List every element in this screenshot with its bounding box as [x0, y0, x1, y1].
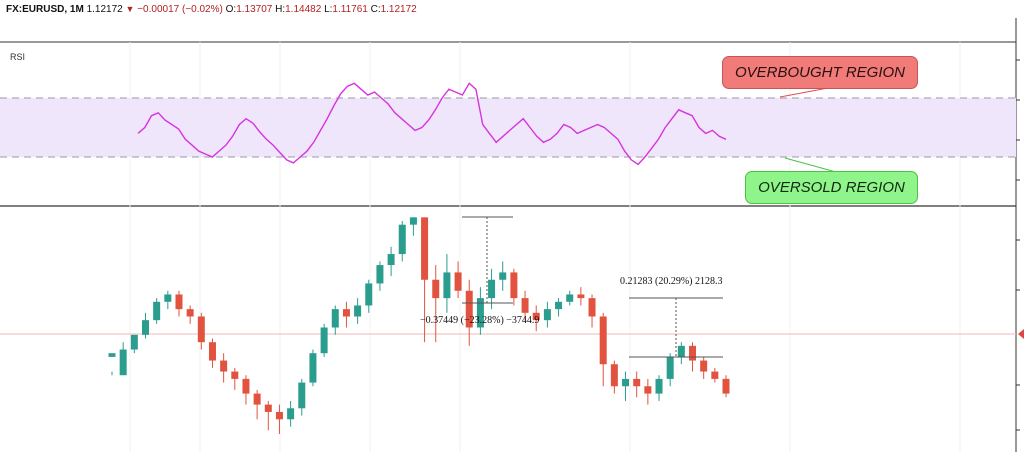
candle-body — [454, 272, 462, 291]
measure-down-label: −0.37449 (−23.28%) −3744.9 — [420, 315, 540, 326]
candle-body — [666, 356, 674, 379]
candle-body — [320, 327, 328, 354]
candle-body — [354, 305, 362, 317]
high-value: 1.14482 — [285, 4, 322, 15]
low-label: L: — [324, 4, 333, 15]
candle-body — [610, 364, 618, 387]
candle-body — [298, 382, 306, 409]
right-axis-ticks — [1016, 59, 1020, 431]
candle-body — [644, 386, 652, 394]
candle-body — [376, 265, 384, 284]
candle-body — [543, 309, 551, 321]
candle-body — [398, 224, 406, 255]
rsi-band — [0, 98, 1016, 157]
oversold-callout: OVERSOLD REGION — [745, 171, 918, 204]
candle-body — [577, 294, 585, 299]
candle-body — [722, 378, 730, 394]
candle-body — [532, 312, 540, 321]
rsi-line — [137, 82, 727, 166]
candle-body — [588, 298, 596, 317]
high-label: H: — [275, 4, 286, 15]
measure-down-tool — [462, 216, 513, 304]
candle-body — [555, 301, 563, 310]
candle-body — [510, 272, 518, 299]
candle-body — [164, 294, 172, 302]
candle-body — [208, 342, 216, 361]
candle-body — [677, 345, 685, 357]
candle-body — [275, 411, 283, 420]
oversold-pointer — [784, 157, 837, 173]
price-scale-marker — [1018, 329, 1024, 339]
candlestick-series — [108, 217, 730, 434]
candle-body — [331, 309, 339, 328]
candle-body — [476, 298, 484, 328]
candle-body — [287, 408, 295, 420]
close-label: C: — [370, 4, 381, 15]
last-price: 1.12172 — [86, 4, 123, 15]
candle-body — [521, 298, 529, 313]
low-value: 1.11761 — [332, 4, 368, 15]
candle-body — [700, 360, 708, 372]
candle-body — [499, 272, 507, 280]
overbought-pointer — [779, 87, 829, 98]
candle-body — [153, 301, 161, 321]
close-value: 1.12172 — [380, 4, 417, 15]
candle-body — [108, 353, 116, 357]
candle-body — [633, 378, 641, 387]
candle-body — [231, 371, 239, 379]
candle-body — [566, 294, 574, 302]
candle-body — [175, 294, 183, 310]
candle-body — [599, 316, 607, 365]
candle-body — [264, 404, 272, 412]
rsi-label: RSI — [10, 52, 26, 62]
candle-body — [242, 378, 250, 394]
candle-body — [342, 309, 350, 317]
candle-body — [186, 309, 194, 317]
candle-body — [622, 378, 630, 387]
measure-up-label: 0.21283 (20.29%) 2128.3 — [620, 276, 723, 287]
candle-body — [365, 283, 373, 306]
down-arrow-icon: ▼ — [125, 4, 135, 14]
candle-body — [253, 393, 261, 405]
candle-body — [141, 320, 149, 335]
candle-body — [711, 371, 719, 379]
candle-body — [689, 345, 697, 361]
candle-body — [655, 378, 663, 394]
candle-body — [130, 334, 138, 350]
open-value: 1.13707 — [236, 4, 273, 15]
candle-body — [387, 254, 395, 266]
candle-body — [119, 349, 127, 376]
open-label: O: — [225, 4, 237, 15]
candle-body — [488, 279, 496, 299]
candle-body — [421, 217, 429, 280]
candle-body — [220, 360, 228, 372]
overbought-callout: OVERBOUGHT REGION — [722, 56, 918, 89]
candle-body — [309, 353, 317, 383]
candle-body — [432, 279, 440, 299]
symbol-label[interactable]: FX:EURUSD, 1M — [6, 4, 84, 15]
candle-body — [465, 290, 473, 328]
candle-body — [443, 272, 451, 299]
chart-header: FX:EURUSD, 1M 1.12172 ▼ −0.00017 (−0.02%… — [6, 2, 417, 16]
price-change: −0.00017 (−0.02%) — [137, 4, 223, 15]
candle-body — [197, 316, 205, 343]
measure-up-tool — [629, 297, 723, 358]
candle-body — [409, 217, 417, 225]
